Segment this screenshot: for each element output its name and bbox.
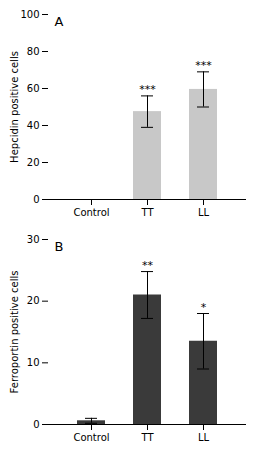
svg-text:100: 100 xyxy=(20,9,39,20)
svg-text:Ferroportin positive cells: Ferroportin positive cells xyxy=(9,271,20,394)
svg-text:TT: TT xyxy=(140,207,154,218)
svg-text:LL: LL xyxy=(198,207,210,218)
svg-text:40: 40 xyxy=(27,120,40,131)
svg-text:***: *** xyxy=(139,83,156,96)
svg-text:20: 20 xyxy=(27,295,40,306)
svg-text:10: 10 xyxy=(27,357,40,368)
svg-text:80: 80 xyxy=(27,46,40,57)
svg-text:TT: TT xyxy=(140,432,154,443)
svg-text:Hepcidin positive cells: Hepcidin positive cells xyxy=(9,51,20,163)
svg-text:30: 30 xyxy=(27,234,40,245)
svg-text:Control: Control xyxy=(73,207,109,218)
svg-text:B: B xyxy=(55,239,64,254)
svg-text:A: A xyxy=(55,14,64,29)
svg-text:Control: Control xyxy=(73,432,109,443)
svg-text:0: 0 xyxy=(33,419,39,430)
svg-text:*: * xyxy=(201,301,207,314)
svg-text:LL: LL xyxy=(198,432,210,443)
svg-text:**: ** xyxy=(142,259,154,272)
svg-text:60: 60 xyxy=(27,83,40,94)
svg-text:0: 0 xyxy=(33,194,39,205)
svg-text:***: *** xyxy=(195,59,212,72)
svg-text:20: 20 xyxy=(27,157,40,168)
